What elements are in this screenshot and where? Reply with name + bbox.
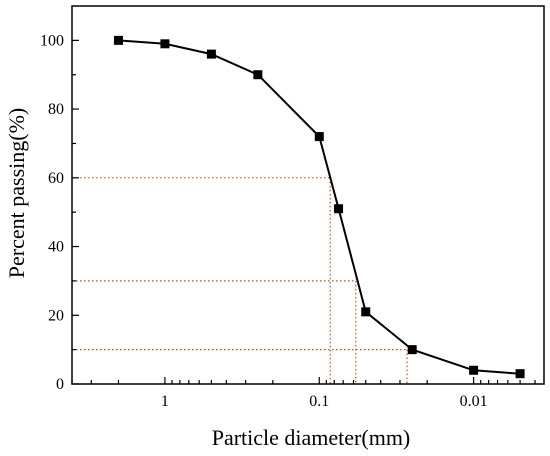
data-point xyxy=(334,204,344,214)
y-tick-label: 80 xyxy=(48,101,64,118)
data-point xyxy=(407,345,417,355)
y-tick-label: 40 xyxy=(48,239,64,256)
data-point xyxy=(515,369,525,379)
data-point xyxy=(361,307,371,317)
data-point xyxy=(160,39,170,49)
y-tick-label: 20 xyxy=(48,307,64,324)
data-point xyxy=(113,35,123,45)
plot-frame xyxy=(71,5,545,385)
data-point xyxy=(206,49,216,59)
x-axis: 1 0.1 0.01 xyxy=(71,377,536,410)
data-point xyxy=(253,70,263,80)
y-tick-label: 100 xyxy=(40,32,64,49)
x-tick-label: 0.1 xyxy=(309,393,329,410)
markers xyxy=(113,35,525,379)
y-tick-label: 0 xyxy=(56,376,64,393)
x-tick-label: 1 xyxy=(161,393,169,410)
reference-lines xyxy=(72,177,408,384)
series-line-layer xyxy=(118,39,521,375)
data-point xyxy=(314,132,324,142)
y-axis-label: Percent passing(%) xyxy=(4,108,29,278)
y-tick-label: 60 xyxy=(48,170,64,187)
data-point xyxy=(469,365,479,375)
x-tick-label: 0.01 xyxy=(460,393,488,410)
y-axis: 0 20 40 60 80 100 xyxy=(40,32,79,393)
x-axis-label: Particle diameter(mm) xyxy=(212,425,411,450)
series-line xyxy=(118,39,521,375)
